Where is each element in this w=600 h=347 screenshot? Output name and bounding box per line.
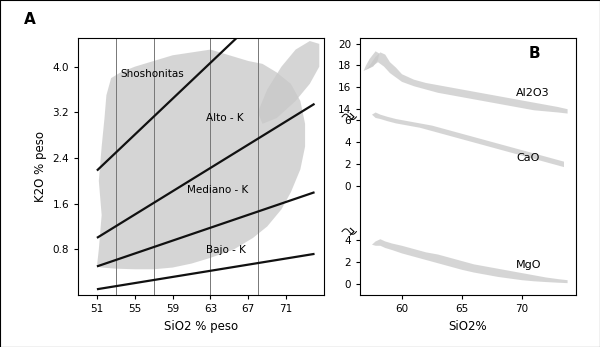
Text: CaO: CaO [516,153,539,162]
Text: Alto - K: Alto - K [206,113,244,123]
Text: Bajo - K: Bajo - K [206,245,245,255]
Text: B: B [529,46,540,61]
Text: Shoshonitas: Shoshonitas [121,69,184,79]
Text: A: A [24,12,36,27]
Text: Al2O3: Al2O3 [516,88,550,98]
Y-axis label: K2O % peso: K2O % peso [34,131,47,202]
Text: Mediano - K: Mediano - K [187,185,248,195]
X-axis label: SiO2%: SiO2% [449,320,487,332]
X-axis label: SiO2 % peso: SiO2 % peso [164,320,238,332]
Text: MgO: MgO [516,260,542,270]
